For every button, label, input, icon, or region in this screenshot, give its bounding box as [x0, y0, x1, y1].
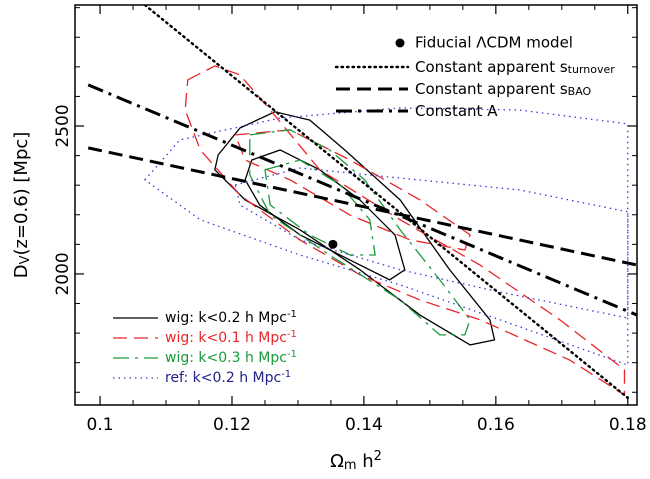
- x-tick-label: 0.12: [213, 415, 251, 435]
- legend-label-main: wig: k<0.3 h Mpc: [165, 350, 287, 366]
- x-tick-label: 0.18: [609, 415, 647, 435]
- legend-label: Fiducial ΛCDM model: [415, 34, 573, 52]
- legend-label-main: Constant A: [415, 102, 498, 120]
- label-part: m: [344, 458, 357, 473]
- legend-label-sup: -1: [287, 329, 297, 340]
- legend-label-sup: -1: [281, 369, 291, 380]
- x-tick-label: 0.14: [345, 415, 383, 435]
- contour: [143, 107, 629, 366]
- legend-marker: [395, 38, 405, 48]
- x-tick-label: 0.16: [477, 415, 515, 435]
- label-part: V: [18, 255, 33, 264]
- legend-label: wig: k<0.3 h Mpc-1: [165, 349, 297, 366]
- constraint-line: [143, 5, 629, 400]
- label-part: Ω: [330, 451, 344, 472]
- legend-label: Constant A: [415, 102, 498, 120]
- constraint-line: [87, 83, 637, 317]
- contour: [249, 129, 471, 336]
- constraint-line: [87, 146, 637, 267]
- legend-label: wig: k<0.1 h Mpc-1: [165, 329, 297, 346]
- y-axis-label: DV(z=0.6) [Mpc]: [11, 132, 33, 279]
- legend-label-main: wig: k<0.1 h Mpc: [165, 330, 287, 346]
- legend-label-sub: BAO: [568, 85, 592, 98]
- legend-label: ref: k<0.2 h Mpc-1: [165, 369, 291, 386]
- label-part: h: [357, 451, 374, 472]
- contour: [244, 149, 406, 281]
- legend-label: Constant apparent sturnover: [415, 58, 615, 77]
- plot-frame: [74, 4, 638, 406]
- legend-label-sup: -1: [287, 349, 297, 360]
- y-tick-label: 2500: [53, 104, 73, 147]
- contour: [234, 167, 629, 319]
- legend-label-main: ref: k<0.2 h Mpc: [165, 370, 281, 386]
- contour: [264, 159, 376, 256]
- legend-label: Constant apparent sBAO: [415, 80, 592, 99]
- plot-area: [87, 5, 637, 400]
- legend-label-sub: turnover: [568, 63, 616, 76]
- legend-label-sup: -1: [287, 309, 297, 320]
- contour: [234, 129, 471, 251]
- x-axis-label: Ωm h2: [330, 449, 382, 473]
- label-part: (z=0.6) [Mpc]: [11, 132, 32, 256]
- label-part: D: [11, 264, 32, 278]
- legend-label-main: Constant apparent s: [415, 80, 568, 98]
- label-part: 2: [374, 449, 382, 464]
- y-tick-label: 2000: [53, 252, 73, 295]
- fiducial-point: [328, 239, 338, 249]
- legend-label-main: wig: k<0.2 h Mpc: [165, 310, 287, 326]
- legend-label-main: Constant apparent s: [415, 58, 568, 76]
- legend-label: wig: k<0.2 h Mpc-1: [165, 309, 297, 326]
- x-tick-label: 0.1: [87, 415, 114, 435]
